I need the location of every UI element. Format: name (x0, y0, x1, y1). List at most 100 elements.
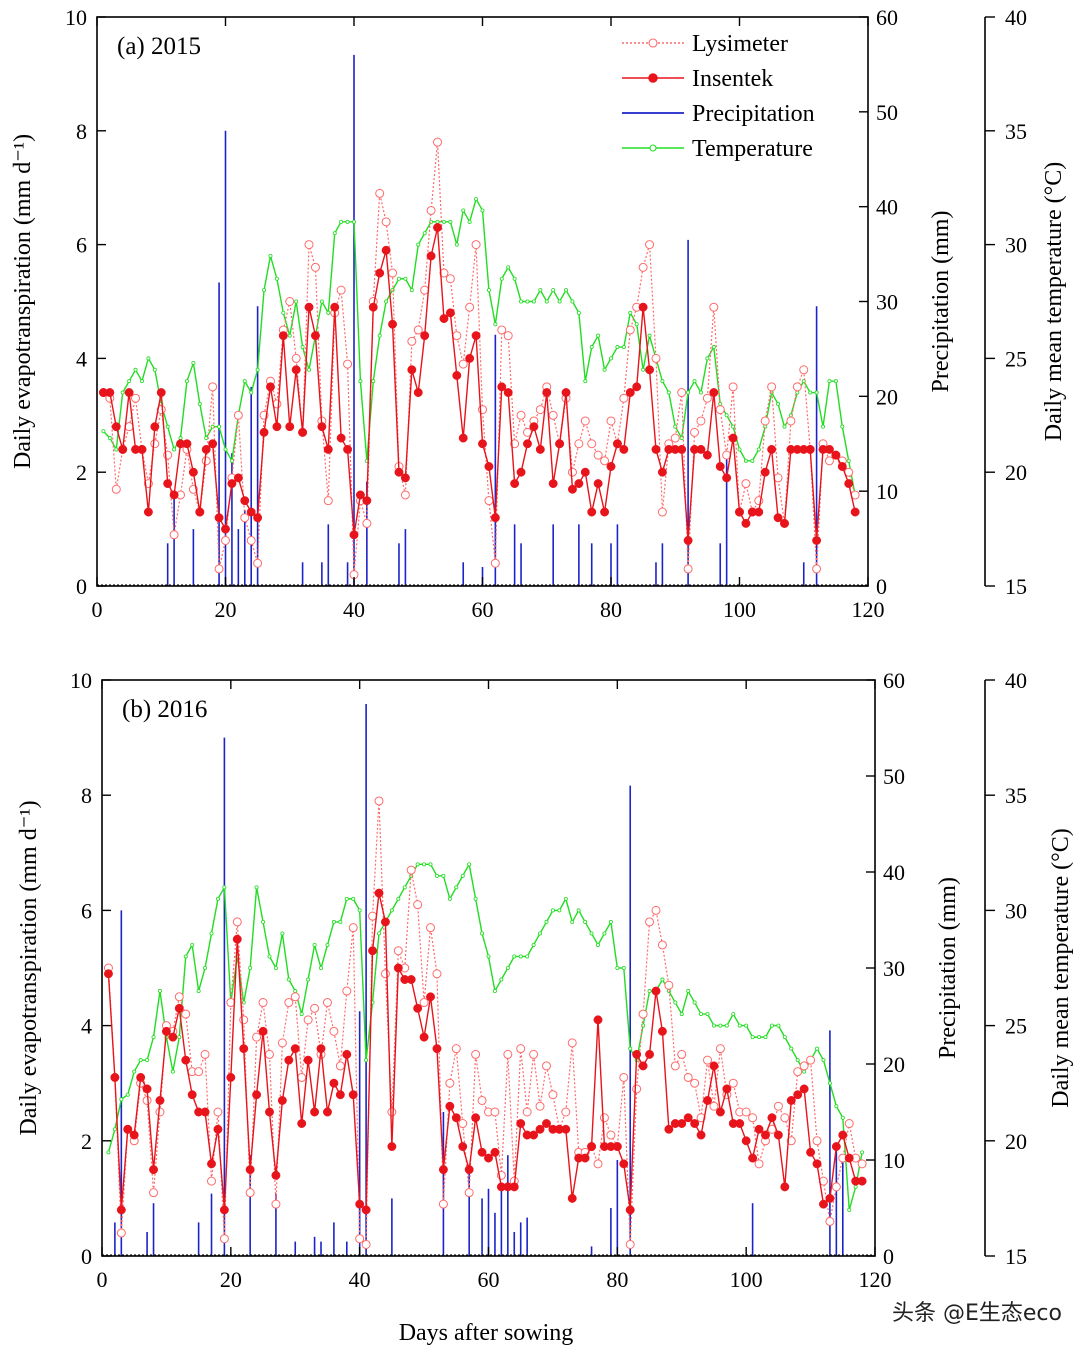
temperature-point (576, 310, 581, 315)
temperature-point (596, 942, 601, 947)
temperature-point (480, 208, 485, 213)
lysimeter-point (490, 1107, 500, 1117)
insentek-line (103, 227, 856, 541)
temperature-point (583, 379, 588, 384)
insentek-point (142, 1084, 152, 1094)
y-precip-tick-label: 20 (876, 384, 898, 409)
insentek-point (509, 1182, 519, 1192)
insentek-point (819, 1199, 828, 1209)
temperature-point (287, 333, 292, 338)
lysimeter-point (400, 490, 410, 500)
y-precip-axis-title: Precipitation (mm) (928, 211, 954, 393)
lysimeter-point (343, 359, 353, 369)
y-left-tick-label: 2 (81, 1129, 92, 1154)
lysimeter-point (587, 439, 597, 449)
insentek-point (593, 479, 603, 489)
temperature-point (325, 942, 330, 947)
insentek-point (195, 507, 205, 517)
insentek-point (355, 490, 365, 500)
insentek-point (110, 1072, 120, 1082)
insentek-point (285, 422, 295, 432)
insentek-point (174, 1003, 184, 1013)
lysimeter-point (670, 1061, 680, 1071)
lysimeter-point (323, 496, 333, 506)
lysimeter-point (702, 393, 712, 403)
temperature-point (133, 367, 138, 372)
y-precip-tick-label: 0 (876, 574, 887, 599)
lysimeter-point (219, 1234, 229, 1244)
temperature-point (576, 908, 581, 913)
insentek-point (799, 1084, 809, 1094)
insentek-point (182, 439, 192, 449)
temperature-point (190, 942, 195, 947)
temperature-point (403, 276, 408, 281)
lysimeter-point (606, 1130, 616, 1140)
y-left-tick-label: 4 (81, 1014, 92, 1039)
insentek-point (323, 1107, 332, 1117)
insentek-point (722, 473, 732, 483)
lysimeter-point (240, 513, 250, 523)
temperature-point (538, 931, 543, 936)
insentek-point (207, 1159, 216, 1169)
insentek-point (232, 934, 242, 944)
temperature-point (441, 873, 446, 878)
insentek-point (516, 467, 526, 477)
insentek-point (118, 444, 128, 454)
lysimeter-point (471, 1049, 481, 1059)
insentek-point (812, 1159, 822, 1169)
lysimeter-point (458, 1119, 468, 1129)
temperature-point (345, 219, 350, 224)
lysimeter-point (535, 405, 545, 415)
lysimeter-point (207, 1176, 217, 1186)
temperature-point (249, 390, 254, 395)
insentek-point (253, 513, 263, 523)
insentek-point (844, 479, 854, 489)
lysimeter-point (406, 865, 416, 875)
temperature-point (737, 1023, 742, 1028)
temperature-point (461, 208, 466, 213)
temperature-point (557, 908, 562, 913)
insentek-point (490, 1147, 500, 1157)
lysimeter-point (362, 518, 372, 528)
temperature-point (628, 310, 633, 315)
x-tick-label: 20 (220, 1267, 242, 1292)
insentek-point (361, 1205, 371, 1215)
insentek-point (690, 1119, 700, 1128)
temperature-point (795, 1058, 800, 1063)
temperature-point (840, 424, 845, 429)
temperature-point (821, 424, 826, 429)
y-temp-tick-label: 35 (1005, 783, 1027, 808)
lysimeter-point (806, 1055, 816, 1065)
temperature-point (191, 360, 196, 365)
y-precip-tick-label: 30 (883, 956, 905, 981)
lysimeter-point (522, 1107, 532, 1117)
insentek-point (221, 524, 230, 534)
x-tick-label: 100 (723, 597, 756, 622)
temperature-point (409, 288, 414, 293)
temperature-point (602, 931, 607, 936)
insentek-point (767, 1113, 777, 1123)
lysimeter-point (342, 986, 352, 996)
lysimeter-point (181, 1009, 191, 1019)
insentek-point (561, 1124, 571, 1134)
lysimeter-point (375, 188, 385, 198)
insentek-point (233, 473, 243, 483)
y-left-tick-label: 6 (76, 233, 87, 258)
temperature-point (802, 1069, 807, 1074)
lysimeter-point (297, 1072, 307, 1082)
insentek-point (780, 1182, 790, 1192)
insentek-point (516, 1119, 526, 1128)
temperature-point (299, 1012, 304, 1017)
lysimeter-point (413, 325, 423, 335)
insentek-point (831, 450, 841, 460)
lysimeter-point (664, 980, 674, 990)
insentek-point (123, 1124, 133, 1134)
temperature-point (172, 447, 177, 452)
panel-b: 0 20 40 60 80 100 1200246810010203040506015202… (16, 668, 1074, 1292)
temperature-point (183, 954, 188, 959)
lysimeter-point (696, 1113, 706, 1123)
lysimeter-point (561, 1107, 571, 1117)
lysimeter-point (638, 1009, 648, 1019)
lysimeter-point (831, 1182, 841, 1192)
